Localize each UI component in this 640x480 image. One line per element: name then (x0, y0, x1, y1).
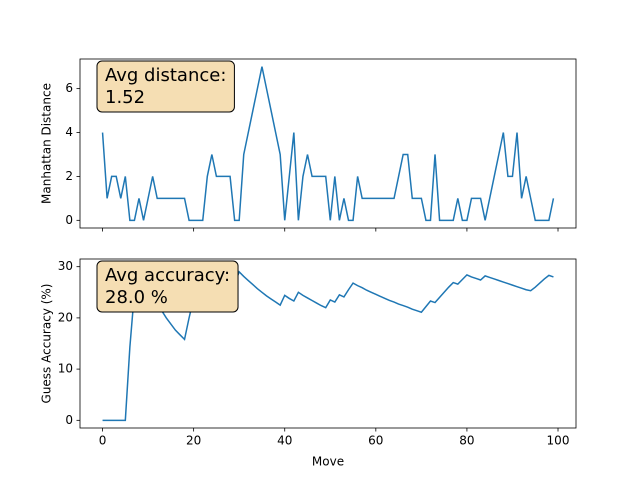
annotation-line: Avg distance: (105, 65, 226, 86)
annotation-box (96, 260, 239, 313)
annotation-box (96, 60, 235, 113)
annotation-line: Avg accuracy: (105, 265, 230, 286)
x-tick-label: 100 (547, 434, 570, 448)
x-tick-label: 0 (99, 434, 107, 448)
plot-area (101, 66, 555, 222)
y-tick-label: 6 (65, 81, 73, 95)
y-tick-label: 10 (58, 362, 73, 376)
x-axis-label: Move (312, 455, 344, 469)
y-tick-label: 20 (58, 310, 73, 324)
y-tick-label: 0 (65, 413, 73, 427)
y-axis-label: Manhattan Distance (40, 83, 54, 204)
axes-frame (79, 258, 577, 429)
annotation: Avg accuracy: 28.0 % (105, 265, 230, 308)
x-tick-label: 80 (459, 434, 474, 448)
y-tick-label: 2 (65, 169, 73, 183)
y-tick-label: 30 (58, 259, 73, 273)
data-line (102, 264, 554, 422)
plot-area (102, 264, 554, 422)
y-tick-label: 0 (65, 213, 73, 227)
x-tick-label: 40 (277, 434, 292, 448)
annotation: Avg distance: 1.52 (105, 65, 226, 108)
x-tick-label: 60 (368, 434, 383, 448)
y-tick-label: 4 (65, 125, 73, 139)
data-line (101, 66, 555, 222)
annotation-line: 1.52 (105, 87, 145, 108)
axes-frame (79, 58, 577, 229)
annotation-line: 28.0 % (105, 287, 168, 308)
x-tick-label: 20 (186, 434, 201, 448)
y-axis-label: Guess Accuracy (%) (40, 284, 54, 404)
